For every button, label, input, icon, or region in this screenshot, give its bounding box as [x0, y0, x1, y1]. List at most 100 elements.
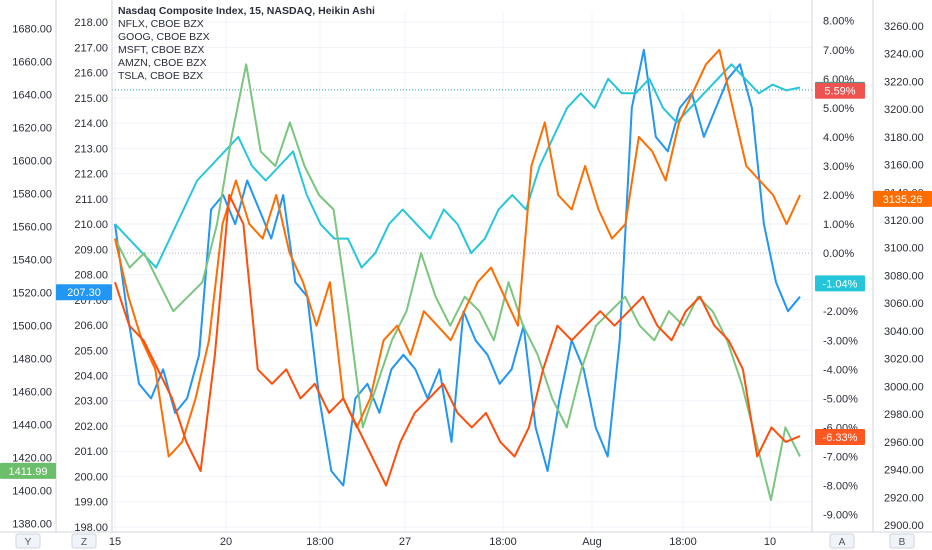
left-inner-tick-label: 198.00: [74, 522, 108, 534]
left-outer-tick-label: 1540.00: [12, 255, 52, 267]
left-outer-tick-label: 1560.00: [12, 222, 52, 234]
right-outer-tick-label: 3100.00: [884, 243, 924, 255]
x-tick-label: 18:00: [489, 536, 517, 548]
x-tick-label: 27: [399, 536, 411, 548]
right-outer-tick-label: 2960.00: [884, 437, 924, 449]
right-pct-tick-label: 5.00%: [823, 103, 854, 115]
left-inner-tick-label: 217.00: [74, 42, 108, 54]
right-outer-tick-label: 3040.00: [884, 326, 924, 338]
right-outer-tick-label: 3020.00: [884, 354, 924, 366]
left-outer-tick-label: 1500.00: [12, 321, 52, 333]
right-outer-tick-label: 2940.00: [884, 465, 924, 477]
right-outer-tick-label: 3120.00: [884, 215, 924, 227]
right-pct-badge-4-bg: [815, 429, 865, 446]
x-tick-label: 15: [109, 536, 121, 548]
left-inner-tick-label: 205.00: [74, 345, 108, 357]
series-line-3: [114, 63, 801, 501]
left-outer-tick-label: 1480.00: [12, 354, 52, 366]
left-outer-tick-label: 1680.00: [12, 24, 52, 36]
right-pct-tick-label: 8.00%: [823, 16, 854, 28]
right-outer-tick-label: 3200.00: [884, 104, 924, 116]
right-pct-tick-label: -2.00%: [823, 306, 858, 318]
right-pct-badge-2: 5.59%: [824, 86, 855, 98]
right-pct-tick-label: -7.00%: [823, 451, 858, 463]
right-pct-tick-label: -5.00%: [823, 393, 858, 405]
left-outer-tick-label: 1380.00: [12, 519, 52, 531]
corner-box: [71, 533, 97, 549]
left-outer-tick-label: 1580.00: [12, 189, 52, 201]
x-tick-label: 20: [220, 536, 232, 548]
corner-label: Z: [81, 537, 87, 548]
left-outer-tick-label: 1460.00: [12, 387, 52, 399]
left-inner-badge-bg: [56, 284, 112, 301]
right-outer-badge: 3135.26: [883, 194, 923, 206]
left-inner-tick-label: 215.00: [74, 93, 108, 105]
left-outer-tick-label: 1660.00: [12, 57, 52, 69]
x-tick-label: 18:00: [669, 536, 697, 548]
series-lines: [114, 48, 801, 501]
right-pct-tick-label: 3.00%: [823, 161, 854, 173]
left-inner-tick-label: 210.00: [74, 219, 108, 231]
corner-label: Y: [25, 537, 32, 548]
legend-entry: GOOG, CBOE BZX: [118, 31, 210, 43]
right-pct-tick-label: -3.00%: [823, 335, 858, 347]
right-pct-badge-2-bg: [815, 82, 865, 99]
right-pct-badge-4: -6.33%: [823, 432, 858, 444]
left-inner-tick-label: 206.00: [74, 320, 108, 332]
right-outer-tick-label: 3220.00: [884, 76, 924, 88]
left-inner-tick-label: 204.00: [74, 370, 108, 382]
left-outer-tick-label: 1640.00: [12, 90, 52, 102]
left-outer-tick-label: 1420.00: [12, 453, 52, 465]
right-pct-tick-label: -4.00%: [823, 364, 858, 376]
right-outer-tick-label: 2980.00: [884, 409, 924, 421]
right-outer-tick-label: 3000.00: [884, 381, 924, 393]
left-inner-tick-label: 208.00: [74, 270, 108, 282]
left-outer-tick-label: 1440.00: [12, 420, 52, 432]
corner-box: [889, 533, 915, 549]
left-outer-tick-label: 1620.00: [12, 123, 52, 135]
right-pct-tick-label: -8.00%: [823, 481, 858, 493]
left-inner-tick-label: 218.00: [74, 17, 108, 29]
right-pct-tick-label: 7.00%: [823, 45, 854, 57]
left-outer-badge: 1411.99: [9, 466, 48, 478]
right-outer-tick-label: 3060.00: [884, 298, 924, 310]
corner-label: B: [899, 537, 906, 548]
left-inner-tick-label: 201.00: [74, 446, 108, 458]
left-inner-tick-label: 211.00: [75, 194, 108, 206]
right-outer-tick-label: 2900.00: [884, 520, 924, 532]
left-inner-tick-label: 216.00: [74, 68, 108, 80]
right-pct-badge-3-bg: [815, 275, 865, 292]
corner-box: [829, 533, 855, 549]
x-tick-label: 18:00: [306, 536, 334, 548]
left-inner-tick-label: 212.00: [74, 169, 108, 181]
right-pct-tick-label: 1.00%: [823, 219, 854, 231]
left-inner-tick-label: 209.00: [74, 244, 108, 256]
right-outer-tick-label: 3260.00: [884, 21, 924, 33]
legend-entry: TSLA, CBOE BZX: [118, 70, 203, 82]
series-line-1: [114, 48, 801, 487]
left-inner-tick-label: 200.00: [74, 471, 108, 483]
legend-entry: MSFT, CBOE BZX: [118, 44, 204, 56]
left-inner-tick-label: 202.00: [74, 421, 108, 433]
right-pct-tick-label: 0.00%: [823, 248, 854, 260]
left-inner-tick-label: 214.00: [74, 118, 108, 130]
legend-entry: NFLX, CBOE BZX: [118, 18, 204, 30]
left-outer-badge-bg: [0, 462, 56, 479]
right-pct-tick-label: 4.00%: [823, 132, 854, 144]
left-inner-badge: 207.30: [67, 287, 101, 299]
right-outer-tick-label: 2920.00: [884, 492, 924, 504]
left-inner-tick-label: 213.00: [74, 143, 108, 155]
left-outer-tick-label: 1520.00: [12, 288, 52, 300]
left-inner-tick-label: 203.00: [74, 396, 108, 408]
corner-box: [15, 533, 41, 549]
series-line-5: [114, 194, 801, 487]
right-outer-badge-bg: [873, 190, 932, 207]
right-outer-tick-label: 3180.00: [884, 132, 924, 144]
x-tick-label: 10: [764, 536, 776, 548]
left-outer-tick-label: 1600.00: [12, 156, 52, 168]
right-pct-tick-label: -9.00%: [823, 510, 858, 522]
chart-title: Nasdaq Composite Index, 15, NASDAQ, Heik…: [118, 5, 375, 17]
